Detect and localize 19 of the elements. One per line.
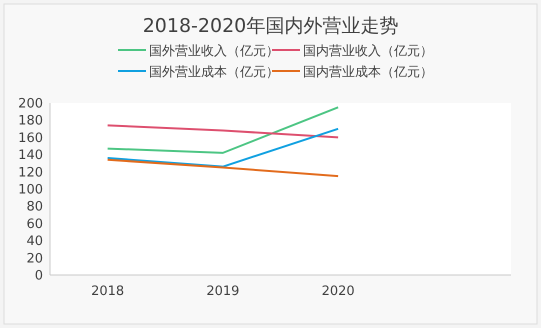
y-tick-label: 160 xyxy=(18,130,43,146)
legend-label: 国外营业收入（亿元） xyxy=(149,44,279,59)
x-tick-label: 2020 xyxy=(322,284,355,299)
x-tick-label: 2018 xyxy=(91,284,124,299)
y-tick-label: 120 xyxy=(18,165,43,180)
y-tick-label: 60 xyxy=(26,216,43,232)
y-tick-label: 40 xyxy=(26,234,43,250)
y-tick-label: 140 xyxy=(18,148,43,164)
legend-label: 国内营业收入（亿元） xyxy=(303,44,433,59)
y-tick-label: 0 xyxy=(34,268,43,284)
y-tick-label: 100 xyxy=(18,182,43,198)
y-tick-label: 180 xyxy=(18,114,43,129)
y-tick-label: 80 xyxy=(26,200,43,215)
y-tick-label: 200 xyxy=(18,96,43,112)
chart-title: 2018-2020年国内外营业走势 xyxy=(142,15,398,37)
legend-label: 国内营业成本（亿元） xyxy=(303,65,433,80)
legend-label: 国外营业成本（亿元） xyxy=(149,65,279,80)
x-tick-label: 2019 xyxy=(206,284,240,299)
y-tick-label: 20 xyxy=(26,251,43,266)
